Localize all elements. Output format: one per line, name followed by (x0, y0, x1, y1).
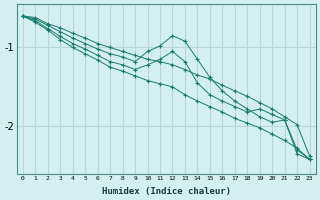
X-axis label: Humidex (Indice chaleur): Humidex (Indice chaleur) (102, 187, 231, 196)
